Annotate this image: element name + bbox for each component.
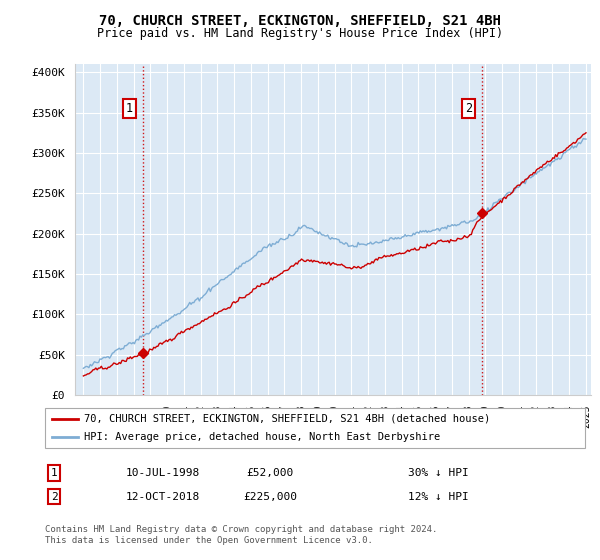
Text: 12-OCT-2018: 12-OCT-2018: [126, 492, 200, 502]
Text: Price paid vs. HM Land Registry's House Price Index (HPI): Price paid vs. HM Land Registry's House …: [97, 27, 503, 40]
Text: 70, CHURCH STREET, ECKINGTON, SHEFFIELD, S21 4BH: 70, CHURCH STREET, ECKINGTON, SHEFFIELD,…: [99, 14, 501, 28]
Text: 2: 2: [465, 102, 472, 115]
Text: £52,000: £52,000: [247, 468, 293, 478]
Text: 30% ↓ HPI: 30% ↓ HPI: [408, 468, 469, 478]
Text: £225,000: £225,000: [243, 492, 297, 502]
Text: 10-JUL-1998: 10-JUL-1998: [126, 468, 200, 478]
Text: HPI: Average price, detached house, North East Derbyshire: HPI: Average price, detached house, Nort…: [84, 432, 440, 442]
Text: 70, CHURCH STREET, ECKINGTON, SHEFFIELD, S21 4BH (detached house): 70, CHURCH STREET, ECKINGTON, SHEFFIELD,…: [84, 414, 490, 423]
Text: 12% ↓ HPI: 12% ↓ HPI: [408, 492, 469, 502]
Text: 1: 1: [125, 102, 133, 115]
Text: 2: 2: [50, 492, 58, 502]
Text: Contains HM Land Registry data © Crown copyright and database right 2024.
This d: Contains HM Land Registry data © Crown c…: [45, 525, 437, 545]
Text: 1: 1: [50, 468, 58, 478]
